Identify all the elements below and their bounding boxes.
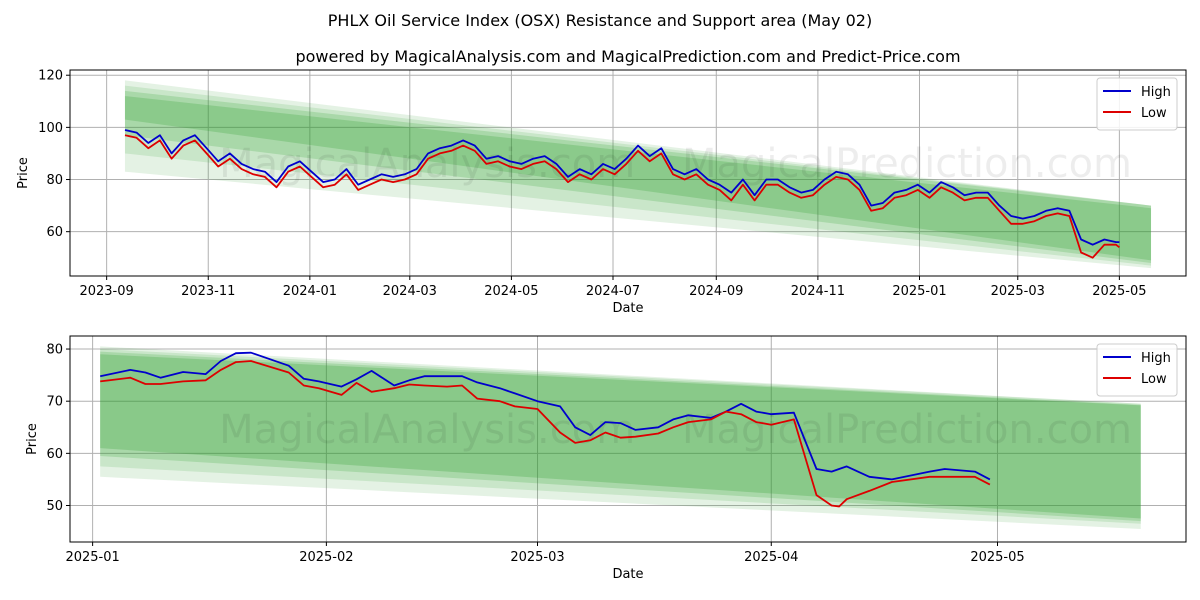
legend-label-low: Low [1141,106,1167,121]
x-tick-label: 2025-02 [299,550,353,565]
y-tick-label: 60 [46,447,63,462]
x-axis-label: Date [612,301,643,316]
legend-label-high: High [1141,351,1171,366]
x-tick-label: 2025-05 [970,550,1024,565]
series-line-high [100,351,991,481]
y-tick-label: 60 [46,225,63,240]
y-tick-label: 80 [46,343,63,358]
y-axis-label: Price [16,157,31,189]
resistance-support-band [124,90,1152,263]
x-tick-label: 2023-09 [79,284,133,299]
resistance-support-band [100,349,1141,524]
x-tick-label: 2024-03 [383,284,437,299]
chart-panel-recent: MagicalAnalysis.com MagicalPrediction.com… [25,335,1187,582]
x-axis-label: Date [612,567,643,582]
series-line-high [124,129,1120,246]
plot-frame [69,335,1187,543]
chart-panel-full-range: MagicalAnalysis.com MagicalPrediction.com… [16,69,1187,316]
resistance-support-band [124,85,1152,266]
watermark-right: MagicalPrediction.com [682,141,1132,187]
chart-subtitle: powered by MagicalAnalysis.com and Magic… [295,47,960,66]
x-tick-label: 2025-01 [65,550,119,565]
watermark-left: MagicalAnalysis.com [219,407,635,453]
y-axis-label: Price [25,423,40,455]
series-line-low [124,134,1120,259]
x-tick-label: 2024-05 [484,284,538,299]
chart-title: PHLX Oil Service Index (OSX) Resistance … [328,11,872,30]
x-tick-label: 2024-11 [791,284,845,299]
series-line-low [100,360,991,508]
x-tick-label: 2024-01 [283,284,337,299]
plot-frame [69,69,1187,277]
watermark-right: MagicalPrediction.com [682,407,1132,453]
legend: High Low [1096,77,1178,131]
y-tick-label: 80 [46,173,63,188]
x-tick-label: 2024-09 [689,284,743,299]
x-tick-label: 2025-05 [1092,284,1146,299]
x-tick-label: 2024-07 [586,284,640,299]
legend-label-low: Low [1141,372,1167,387]
legend: High Low [1096,343,1178,397]
x-tick-label: 2025-01 [892,284,946,299]
y-tick-label: 100 [38,121,63,136]
resistance-support-band [124,96,1152,261]
y-tick-label: 120 [38,69,63,84]
resistance-support-band [124,80,1152,269]
x-tick-label: 2023-11 [181,284,235,299]
y-tick-label: 50 [46,499,63,514]
legend-label-high: High [1141,85,1171,100]
x-tick-label: 2025-03 [991,284,1045,299]
x-tick-label: 2025-04 [744,550,798,565]
x-tick-label: 2025-03 [510,550,564,565]
y-tick-label: 70 [46,395,63,410]
